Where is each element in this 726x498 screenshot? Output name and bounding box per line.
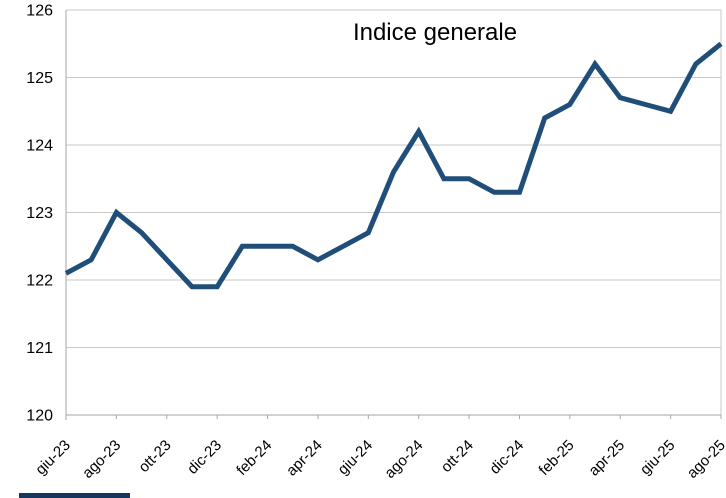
- bottom-edge-fragment: [19, 493, 130, 498]
- x-axis-label: ott-23: [135, 437, 174, 476]
- chart-title: Indice generale: [353, 19, 517, 46]
- gridlines-group: [66, 9, 722, 416]
- x-axis-label: apr-24: [283, 437, 326, 480]
- x-axis-label: giu-25: [637, 437, 679, 479]
- y-axis-label: 120: [26, 408, 53, 425]
- x-axis-label: giu-23: [32, 437, 74, 479]
- y-axis-label: 126: [26, 3, 53, 20]
- x-axis-label: ago-25: [684, 437, 726, 482]
- y-axis-label: 125: [26, 70, 53, 87]
- x-axis-label: apr-25: [585, 437, 628, 480]
- series-group: [64, 41, 723, 290]
- x-axis-label: dic-24: [486, 437, 527, 478]
- x-axis-label: feb-24: [233, 437, 275, 479]
- axes-group: [65, 10, 722, 420]
- x-axis-label: ott-24: [438, 437, 477, 476]
- y-axis-label: 124: [26, 138, 53, 155]
- x-axis-label: ago-23: [79, 437, 124, 482]
- y-axis-label: 122: [26, 273, 53, 290]
- y-axis-label: 121: [26, 340, 53, 357]
- y-axis-label: 123: [26, 205, 53, 222]
- x-axis-labels-group: giu-23 ago-23 ott-23 dic-23 feb-24 apr-24 giu-…: [32, 437, 726, 482]
- x-axis-label: ago-24: [381, 437, 426, 482]
- x-axis-label: feb-25: [536, 437, 578, 479]
- series-line-indice-generale: [64, 41, 723, 290]
- x-axis-label: dic-23: [184, 437, 225, 478]
- x-axis-label: giu-24: [335, 437, 377, 479]
- y-axis-labels-group: 120 121 122 123 124 125 126: [26, 3, 53, 425]
